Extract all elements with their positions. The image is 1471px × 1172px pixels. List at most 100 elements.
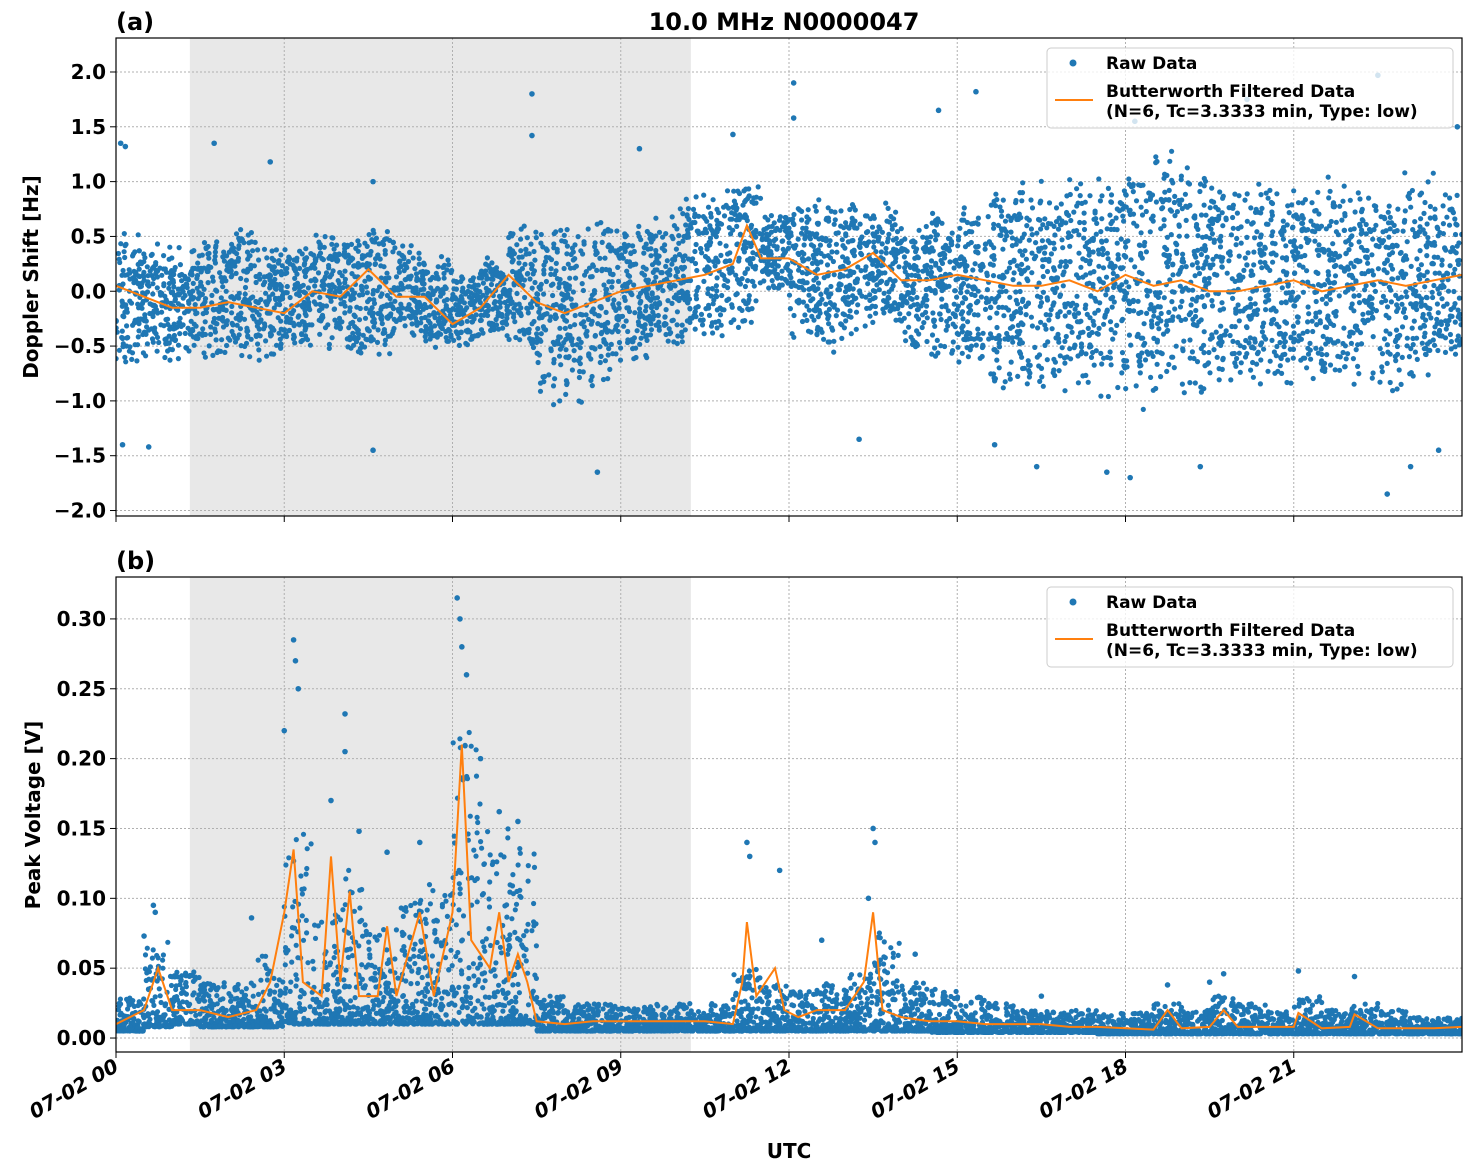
raw-data-point xyxy=(1037,378,1043,384)
y-axis-label-a: Doppler Shift [Hz] xyxy=(19,175,43,379)
raw-data-point xyxy=(1209,185,1215,191)
raw-data-point xyxy=(692,248,698,255)
raw-data-point xyxy=(1246,313,1252,319)
raw-data-point xyxy=(1172,193,1178,199)
raw-data-point xyxy=(813,208,819,214)
raw-data-point xyxy=(375,310,381,317)
raw-data-point xyxy=(551,245,557,251)
raw-data-point xyxy=(986,239,993,245)
raw-data-point xyxy=(994,310,1000,316)
raw-data-point xyxy=(643,289,649,296)
raw-data-point xyxy=(381,264,387,270)
raw-data-point xyxy=(1235,225,1241,232)
raw-data-point xyxy=(404,265,410,271)
raw-data-point xyxy=(690,206,697,212)
raw-data-point xyxy=(384,270,390,276)
raw-data-point xyxy=(662,314,668,320)
raw-data-point xyxy=(1081,210,1087,216)
raw-data-point xyxy=(246,240,252,246)
raw-data-point xyxy=(570,289,577,295)
raw-data-point xyxy=(1315,270,1321,276)
raw-data-point xyxy=(432,344,439,350)
raw-data-point xyxy=(1176,222,1182,228)
raw-data-point xyxy=(975,298,981,304)
raw-data-point xyxy=(648,246,654,252)
raw-data-point xyxy=(643,303,649,310)
raw-data-point xyxy=(996,293,1002,299)
raw-data-point xyxy=(1186,287,1192,293)
raw-data-point xyxy=(845,300,851,306)
raw-data-point xyxy=(1121,218,1127,224)
raw-data-point xyxy=(707,242,713,248)
raw-data-point xyxy=(1145,351,1151,357)
raw-data-point xyxy=(524,271,531,277)
raw-data-point xyxy=(1076,334,1082,340)
raw-data-point xyxy=(685,256,692,262)
raw-data-point xyxy=(1236,193,1242,199)
raw-data-point xyxy=(1038,319,1044,325)
raw-data-point xyxy=(1348,227,1354,233)
raw-data-point xyxy=(825,215,832,221)
raw-data-point xyxy=(1101,321,1107,327)
raw-data-point xyxy=(565,355,571,361)
raw-data-point xyxy=(906,290,912,296)
raw-data-point xyxy=(1247,296,1253,302)
raw-data-point xyxy=(1179,298,1185,304)
raw-data-point xyxy=(821,336,827,342)
raw-data-point xyxy=(768,229,775,235)
raw-data-point xyxy=(676,233,682,239)
raw-data-point xyxy=(592,240,598,246)
raw-data-point xyxy=(959,325,965,331)
raw-data-point xyxy=(1124,358,1130,364)
raw-data-point xyxy=(814,220,821,226)
raw-data-point xyxy=(418,328,424,334)
raw-data-point xyxy=(786,292,793,298)
raw-data-point xyxy=(1272,241,1278,247)
raw-data-point xyxy=(218,295,224,301)
raw-data-point xyxy=(1056,368,1062,374)
raw-data-point xyxy=(378,315,384,321)
raw-data-point xyxy=(737,232,744,238)
raw-data-point xyxy=(1244,324,1250,331)
raw-data-point xyxy=(737,212,743,218)
raw-data-point xyxy=(834,249,840,255)
raw-data-point xyxy=(595,313,601,319)
raw-data-point xyxy=(1219,210,1225,216)
raw-data-point xyxy=(220,324,227,330)
raw-data-point xyxy=(996,333,1002,339)
raw-data-point xyxy=(701,192,707,198)
raw-data-point xyxy=(533,229,539,235)
raw-data-point xyxy=(291,334,297,340)
raw-data-point xyxy=(1169,148,1175,154)
raw-data-point xyxy=(628,290,634,296)
raw-data-point xyxy=(848,331,854,337)
raw-data-point xyxy=(874,229,880,235)
raw-data-point xyxy=(1169,299,1175,305)
raw-data-point xyxy=(151,275,157,282)
raw-data-point xyxy=(807,236,814,242)
y-tick-label: 0.0 xyxy=(71,279,106,303)
raw-data-point xyxy=(1246,340,1252,346)
raw-data-point xyxy=(721,307,727,313)
raw-data-point xyxy=(1067,346,1073,352)
raw-data-point xyxy=(988,202,994,208)
raw-data-point xyxy=(352,290,358,296)
raw-data-point xyxy=(964,219,971,226)
raw-data-point xyxy=(299,251,305,257)
raw-data-point xyxy=(1111,299,1117,305)
raw-data-point xyxy=(528,241,534,247)
raw-data-point xyxy=(357,305,363,312)
raw-data-point xyxy=(870,319,876,325)
raw-data-point xyxy=(933,262,939,268)
raw-data-point xyxy=(750,250,756,256)
raw-data-point xyxy=(851,253,858,259)
raw-data-point xyxy=(312,283,318,289)
raw-data-point xyxy=(1325,174,1331,180)
raw-data-point xyxy=(958,311,964,317)
raw-data-point xyxy=(1288,297,1294,303)
raw-data-point xyxy=(827,238,833,244)
raw-data-point xyxy=(1147,229,1153,235)
raw-data-point xyxy=(1244,234,1250,240)
raw-data-point xyxy=(1088,293,1094,299)
raw-data-point xyxy=(1291,303,1297,309)
